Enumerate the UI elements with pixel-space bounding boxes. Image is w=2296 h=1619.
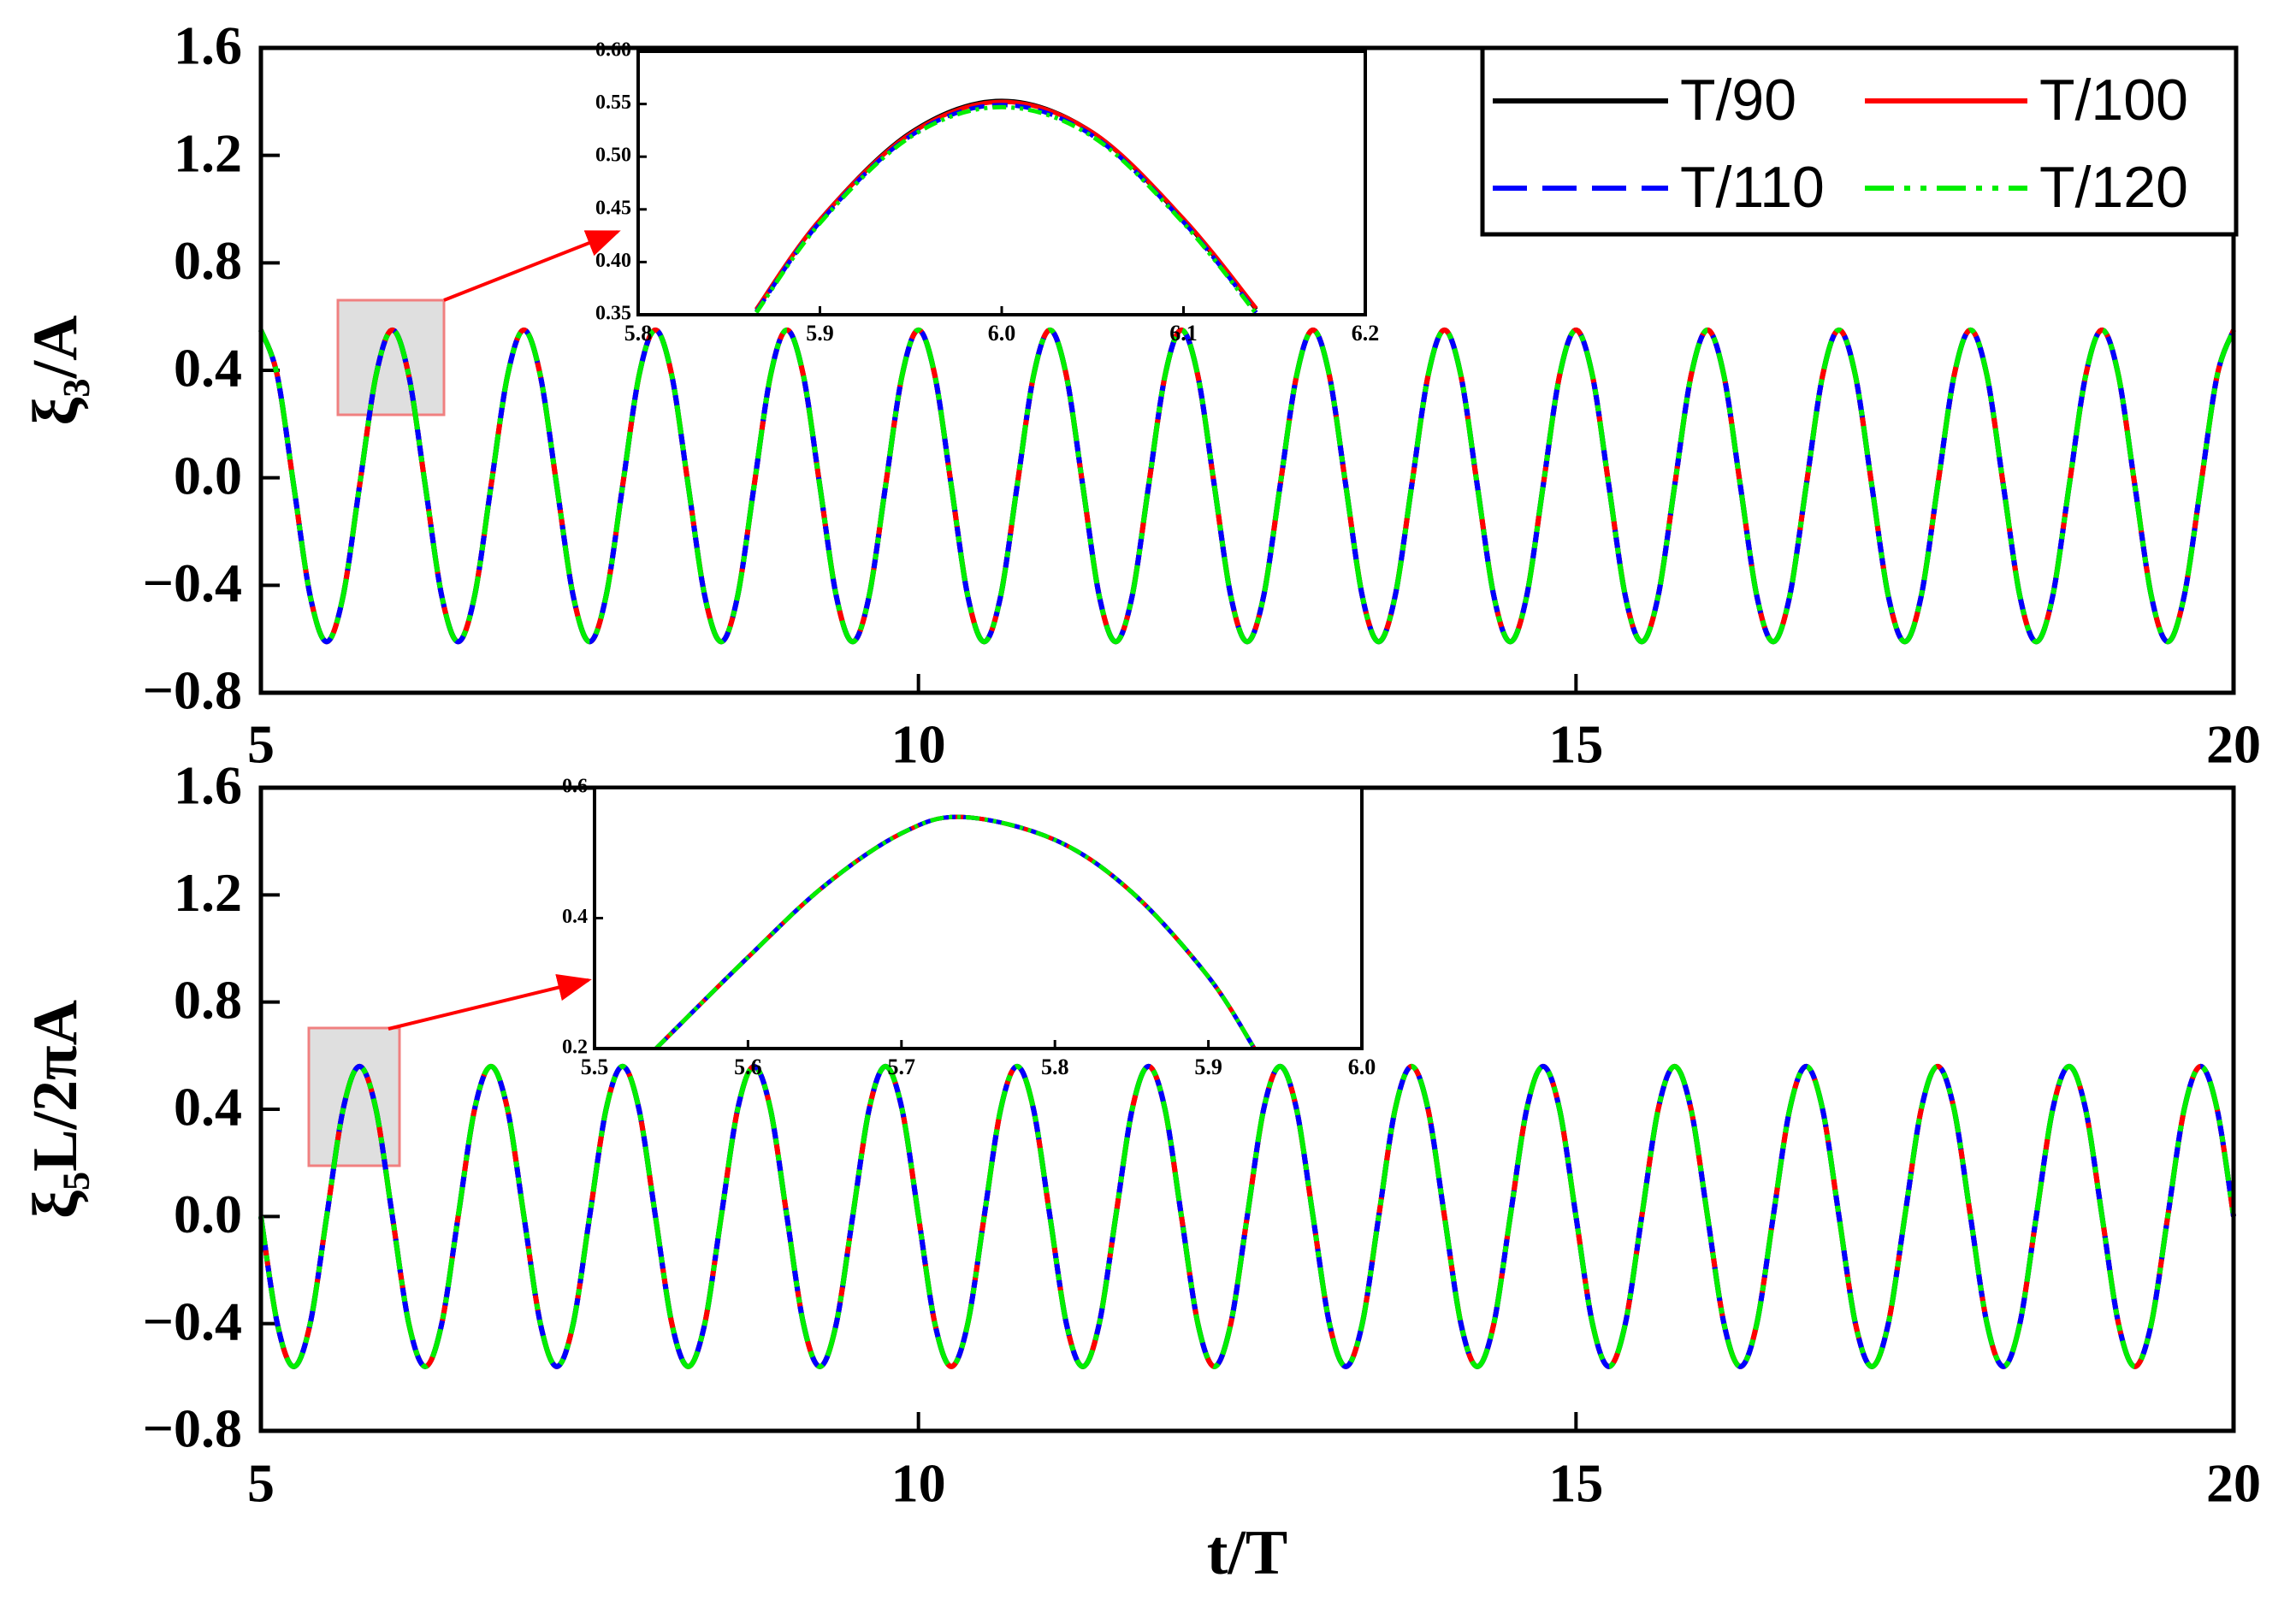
y-tick-label: 1.6 bbox=[174, 15, 242, 76]
x-tick-label: 20 bbox=[2206, 714, 2261, 775]
legend-label: T/120 bbox=[2039, 155, 2188, 220]
inset-y-tick-label: 0.6 bbox=[562, 776, 588, 798]
inset-y-tick-label: 0.4 bbox=[562, 906, 588, 928]
inset-x-tick-label: 5.7 bbox=[888, 1055, 916, 1079]
inset-frame bbox=[636, 50, 1367, 316]
inset-y-tick-label: 0.60 bbox=[595, 39, 631, 62]
inset-area bbox=[595, 788, 1362, 1049]
zoom-box bbox=[307, 1026, 401, 1167]
inset-x-tick-label: 6.0 bbox=[988, 321, 1016, 346]
y-tick-label: 1.2 bbox=[174, 862, 242, 923]
x-tick-label: 10 bbox=[891, 714, 946, 775]
y-tick-label: 0.0 bbox=[174, 445, 242, 505]
zoom-arrow bbox=[388, 973, 592, 1031]
x-axis-label: t/T bbox=[1207, 1518, 1288, 1588]
y-tick-label: −0.4 bbox=[143, 1291, 242, 1351]
legend-label: T/100 bbox=[2039, 68, 2188, 133]
y-tick-label: −0.8 bbox=[143, 660, 242, 721]
inset-y-tick-label: 0.2 bbox=[562, 1037, 588, 1059]
inset-x-tick-label: 6.1 bbox=[1169, 321, 1198, 346]
y-tick-label: 0.8 bbox=[174, 230, 242, 291]
legend-label: T/110 bbox=[1680, 155, 1825, 220]
series-line bbox=[258, 1063, 2236, 1369]
series-line bbox=[754, 104, 1258, 315]
inset-x-tick-label: 6.0 bbox=[1348, 1055, 1376, 1079]
zoom-arrow bbox=[443, 230, 621, 302]
y-tick-label: 0.0 bbox=[174, 1184, 242, 1244]
x-tick-label: 15 bbox=[1548, 714, 1603, 775]
x-tick-label: 15 bbox=[1548, 1453, 1603, 1514]
inset-x-tick-label: 6.2 bbox=[1352, 321, 1380, 346]
inset-y-tick-label: 0.50 bbox=[595, 145, 631, 167]
inset-x-tick-label: 5.9 bbox=[1194, 1055, 1222, 1079]
x-tick-label: 5 bbox=[247, 714, 275, 775]
series-line bbox=[258, 1063, 2236, 1369]
inset-x-tick-label: 5.8 bbox=[1041, 1055, 1069, 1079]
zoom-box bbox=[336, 298, 446, 417]
inset-x-tick-label: 5.6 bbox=[734, 1055, 762, 1079]
inset-area bbox=[638, 51, 1365, 315]
legend-label: T/90 bbox=[1680, 68, 1796, 133]
x-tick-label: 10 bbox=[891, 1453, 946, 1514]
y-tick-label: 0.4 bbox=[174, 338, 242, 399]
x-tick-label: 5 bbox=[247, 1453, 275, 1514]
series-line bbox=[654, 814, 1257, 1049]
legend-box bbox=[1480, 45, 2239, 237]
y-tick-label: 0.4 bbox=[174, 1077, 242, 1137]
y-axis-label: ξ₃/A bbox=[21, 315, 91, 425]
inset-x-tick-label: 5.8 bbox=[624, 321, 653, 346]
y-axis-label: ξ₅L/2πA bbox=[21, 1000, 91, 1219]
axes-frame bbox=[258, 45, 2236, 695]
y-tick-label: 0.8 bbox=[174, 969, 242, 1030]
y-tick-label: −0.4 bbox=[143, 552, 242, 613]
inset-y-tick-label: 0.45 bbox=[595, 197, 631, 219]
inset-y-tick-label: 0.35 bbox=[595, 303, 631, 325]
y-tick-label: −0.8 bbox=[143, 1398, 242, 1459]
inset-y-tick-label: 0.40 bbox=[595, 250, 631, 272]
y-tick-label: 1.2 bbox=[174, 122, 242, 183]
inset-y-tick-label: 0.55 bbox=[595, 92, 631, 114]
series-line bbox=[258, 327, 2236, 645]
inset-x-tick-label: 5.9 bbox=[806, 321, 834, 346]
inset-frame bbox=[593, 786, 1364, 1050]
inset-x-tick-label: 5.5 bbox=[581, 1055, 609, 1079]
y-tick-label: 1.6 bbox=[174, 755, 242, 816]
x-tick-label: 20 bbox=[2206, 1453, 2261, 1514]
